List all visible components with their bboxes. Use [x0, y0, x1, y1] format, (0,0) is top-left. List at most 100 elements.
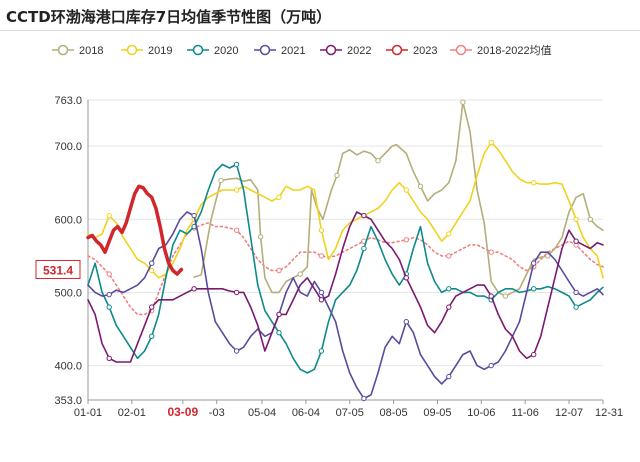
- series-point-2022: [106, 355, 112, 361]
- series-point-2020: [361, 245, 367, 252]
- series-line-2021: [87, 211, 604, 400]
- series-point-2022: [531, 351, 537, 358]
- series-point-2019: [106, 212, 112, 219]
- series-point-2019: [531, 180, 537, 186]
- series-point-2022: [361, 212, 367, 219]
- series-point-2020: [318, 348, 325, 354]
- y-axis: 763.0 700.0 600.0 500.0 400.0 353.0: [54, 95, 89, 407]
- x-tick-label: 05-04: [248, 407, 276, 419]
- series-point-2019: [149, 267, 155, 274]
- series-point-2020: [446, 286, 452, 292]
- series-point-2019: [573, 216, 579, 223]
- x-tick-label: -03: [209, 407, 225, 419]
- y-cursor-label: 531.4: [43, 263, 73, 277]
- x-tick-label: 08-05: [380, 407, 408, 419]
- legend: 2018 2019 2020 2021 2022 2023 2018-2022均值: [52, 44, 552, 57]
- series-point-2019: [233, 187, 240, 193]
- series-point-2020: [106, 304, 112, 310]
- chart-title: CCTD环渤海港口库存7日均值季节性图（万吨）: [6, 8, 332, 26]
- series-point-2018: [218, 177, 224, 184]
- series-point-2022: [488, 293, 494, 299]
- y-tick-label: 700.0: [54, 141, 82, 153]
- series-point-2019: [403, 187, 409, 193]
- series-point-2019: [318, 227, 325, 233]
- series-point-2022: [446, 304, 452, 310]
- series-line-2018-2022均值: [87, 222, 604, 316]
- legend-marker-2018: [57, 44, 69, 56]
- series-line-2023: [86, 184, 184, 276]
- x-tick-label: 12-07: [555, 407, 583, 419]
- x-axis: 01-01 02-01 03-09 -03 05-04 06-04 07-05 08-05 09…: [74, 399, 623, 419]
- series-point-2018: [257, 234, 264, 240]
- series-point-2021: [446, 373, 452, 380]
- series-point-2021: [573, 289, 579, 296]
- series-point-2021: [488, 362, 494, 369]
- series-point-2020: [149, 333, 155, 339]
- legend-label-2020: 2020: [214, 45, 238, 57]
- series-point-2018-2022均值: [446, 253, 452, 259]
- series-point-2018-2022均值: [488, 249, 494, 255]
- series-line-2020: [87, 163, 604, 374]
- series-point-2020: [573, 304, 579, 310]
- series-point-2018: [417, 183, 424, 190]
- y-tick-label: 353.0: [54, 395, 82, 407]
- legend-label-2023: 2023: [413, 45, 437, 57]
- legend-marker-2023: [391, 44, 403, 56]
- series-point-2020: [531, 286, 537, 292]
- series-point-2021: [403, 319, 409, 325]
- x-tick-label: 11-06: [512, 407, 539, 419]
- x-tick-label: 09-05: [423, 407, 451, 419]
- legend-label-2018-2022均值: 2018-2022均值: [477, 44, 552, 57]
- legend-label-2018: 2018: [79, 45, 103, 57]
- series-point-2022: [149, 304, 155, 310]
- legend-marker-2022: [325, 44, 337, 56]
- series-point-2018: [375, 158, 381, 164]
- series-point-2022: [276, 311, 282, 318]
- series-point-2021: [191, 212, 197, 219]
- x-tick-label: 10-06: [467, 407, 495, 419]
- x-tick-label: 02-01: [118, 407, 146, 419]
- x-tick-label: 01-01: [74, 407, 102, 419]
- legend-label-2019: 2019: [148, 45, 172, 57]
- series-point-2019: [446, 231, 452, 237]
- series-line-2019: [87, 141, 604, 279]
- series-group: [86, 99, 604, 402]
- series-point-2022: [318, 297, 325, 303]
- series-point-2018: [545, 253, 551, 259]
- series-line-2022: [87, 211, 604, 363]
- series-point-2018: [587, 216, 593, 223]
- series-point-2018-2022均值: [318, 253, 325, 259]
- series-point-2021: [233, 348, 240, 354]
- series-point-2021: [361, 395, 367, 402]
- x-tick-label: 06-04: [292, 407, 320, 419]
- series-point-2020: [233, 161, 240, 168]
- series-point-2018-2022均值: [106, 271, 112, 277]
- legend-marker-2019: [126, 44, 138, 56]
- series-point-2019: [276, 194, 282, 201]
- series-point-2022: [573, 238, 579, 244]
- title-divider: [0, 30, 640, 31]
- x-tick-label: 12-31: [595, 407, 623, 419]
- legend-label-2021: 2021: [281, 45, 305, 57]
- series-point-2018-2022均值: [276, 267, 282, 274]
- series-point-2018: [297, 271, 303, 277]
- series-point-2022: [233, 289, 240, 296]
- cursor-markers: 531.4: [35, 259, 81, 279]
- series-point-2018-2022均值: [233, 227, 240, 233]
- y-cursor-box: [35, 259, 81, 279]
- y-tick-label: 600.0: [54, 214, 82, 226]
- legend-label-2022: 2022: [347, 45, 371, 57]
- series-point-2021: [318, 289, 325, 296]
- series-point-2019: [488, 139, 494, 146]
- series-point-2021: [149, 260, 155, 266]
- series-point-2022: [191, 286, 197, 292]
- x-tick-label: 07-05: [336, 407, 364, 419]
- y-tick-label: 400.0: [54, 361, 82, 373]
- series-point-2021: [531, 260, 537, 266]
- series-point-2018: [502, 293, 509, 299]
- series-line-2018: [193, 101, 604, 297]
- x-cursor-label: 03-09: [167, 405, 198, 419]
- series-point-2018-2022均值: [403, 237, 409, 243]
- series-point-2018: [334, 172, 340, 179]
